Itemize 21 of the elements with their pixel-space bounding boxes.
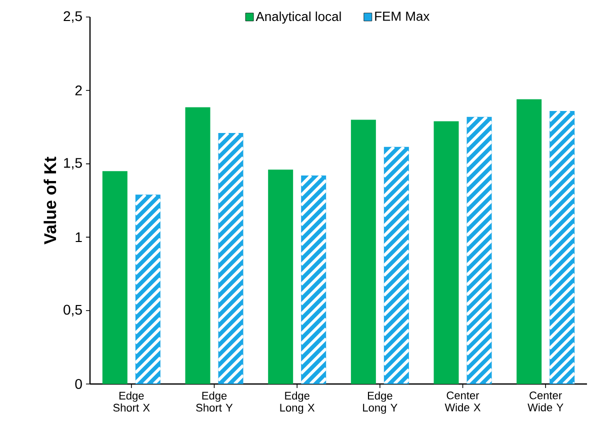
y-tick-label: 0	[75, 379, 82, 389]
bar	[102, 171, 128, 384]
x-tick-label: Edge Long Y	[363, 392, 398, 414]
bar	[350, 120, 376, 384]
y-tick-label: 0,5	[64, 304, 82, 316]
bar	[516, 99, 542, 384]
x-tick-label: Edge Long X	[280, 392, 315, 414]
y-tick-label: 1	[76, 232, 82, 242]
y-tick-label: 2	[75, 86, 82, 96]
x-tick-label: Center Wide Y	[528, 392, 564, 412]
legend-label: Analytical local	[256, 12, 341, 24]
x-tick-label: Center Wide X	[444, 392, 481, 412]
y-tick-label: 1,5	[64, 158, 82, 170]
bar	[268, 170, 294, 384]
bar	[185, 107, 210, 384]
legend-label: FEM Max	[375, 12, 430, 21]
x-tick-label: Edge Short Y	[196, 392, 233, 412]
x-tick-label: Edge Short X	[113, 392, 150, 412]
y-axis-title: Value of Kt	[44, 156, 56, 244]
y-tick-label: 2,5	[64, 11, 82, 23]
bar	[434, 121, 459, 384]
